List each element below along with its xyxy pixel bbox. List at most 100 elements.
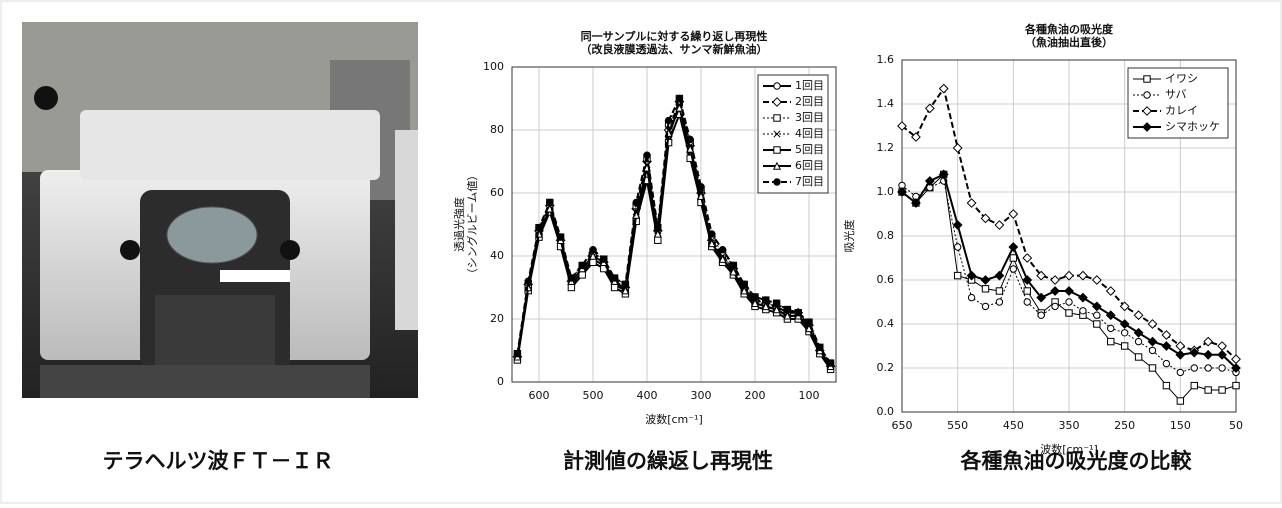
marker xyxy=(622,281,628,287)
marker xyxy=(730,262,736,268)
marker xyxy=(827,360,833,366)
y-tick-label: 0 xyxy=(497,375,504,388)
marker xyxy=(1149,365,1155,371)
marker xyxy=(1024,288,1030,294)
y-tick-label: 60 xyxy=(490,186,504,199)
marker xyxy=(698,184,704,190)
x-tick-label: 550 xyxy=(947,419,968,432)
marker xyxy=(954,272,960,278)
legend-marker xyxy=(1144,76,1150,82)
marker xyxy=(982,286,988,292)
legend-label: カレイ xyxy=(1165,104,1198,117)
marker xyxy=(601,256,607,262)
chart-title: 同一サンプルに対する繰り返し再現性 xyxy=(581,29,768,43)
marker xyxy=(1163,360,1169,366)
marker xyxy=(784,306,790,312)
marker xyxy=(655,224,661,230)
marker xyxy=(996,288,1002,294)
legend-label: イワシ xyxy=(1165,72,1198,85)
y-tick-label: 80 xyxy=(490,123,504,136)
marker xyxy=(1121,343,1127,349)
marker xyxy=(655,237,661,243)
marker xyxy=(1094,312,1100,318)
marker xyxy=(763,297,769,303)
marker xyxy=(611,284,617,290)
y-tick-label: 0.0 xyxy=(877,405,895,418)
caption: 計測値の繰返し再現性 xyxy=(563,449,773,473)
marker xyxy=(1108,325,1114,331)
y-tick-label: 1.2 xyxy=(877,141,895,154)
legend-label: シマホッケ xyxy=(1165,120,1220,133)
photo xyxy=(22,22,418,398)
marker xyxy=(633,199,639,205)
marker xyxy=(1094,321,1100,327)
y-tick-label: 20 xyxy=(490,312,504,325)
marker xyxy=(954,244,960,250)
marker xyxy=(676,95,682,101)
legend-label: 4回目 xyxy=(795,127,824,140)
marker xyxy=(795,310,801,316)
x-tick-label: 650 xyxy=(892,419,913,432)
marker xyxy=(568,284,574,290)
marker xyxy=(741,281,747,287)
legend-label: サバ xyxy=(1165,88,1187,101)
x-tick-label: 500 xyxy=(583,389,604,402)
y-tick-label: 0.8 xyxy=(877,229,895,242)
legend-label: 7回目 xyxy=(795,175,824,188)
legend-marker xyxy=(774,147,780,153)
legend-label: 5回目 xyxy=(795,143,824,156)
chart-subtitle: （魚油抽出直後） xyxy=(1025,35,1113,49)
marker xyxy=(1205,365,1211,371)
marker xyxy=(687,136,693,142)
marker xyxy=(1080,308,1086,314)
marker xyxy=(611,275,617,281)
x-tick-label: 150 xyxy=(1170,419,1191,432)
marker xyxy=(1135,338,1141,344)
marker xyxy=(806,319,812,325)
marker xyxy=(1108,338,1114,344)
y-tick-label: 1.6 xyxy=(877,53,895,66)
marker xyxy=(1010,255,1016,261)
y-axis-label: 吸光度 xyxy=(842,220,856,253)
y-tick-label: 0.6 xyxy=(877,273,895,286)
chart-subtitle: （改良液膜透過法、サンマ新鮮魚油） xyxy=(581,42,768,56)
y-tick-label: 40 xyxy=(490,249,504,262)
marker xyxy=(1191,382,1197,388)
legend-label: 6回目 xyxy=(795,159,824,172)
legend-marker xyxy=(1144,92,1150,98)
marker xyxy=(996,299,1002,305)
legend-label: 2回目 xyxy=(795,95,824,108)
marker xyxy=(514,350,520,356)
y-tick-label: 0.2 xyxy=(877,361,895,374)
marker xyxy=(1219,365,1225,371)
marker xyxy=(547,199,553,205)
marker xyxy=(1149,347,1155,353)
legend-marker xyxy=(774,179,780,185)
marker xyxy=(1177,369,1183,375)
marker xyxy=(1024,299,1030,305)
legend-label: 3回目 xyxy=(795,111,824,124)
y-axis-label: （シングルビーム値） xyxy=(465,170,479,280)
marker xyxy=(773,300,779,306)
marker xyxy=(1163,382,1169,388)
marker xyxy=(752,294,758,300)
marker xyxy=(1066,299,1072,305)
y-tick-label: 1.4 xyxy=(877,97,895,110)
x-tick-label: 100 xyxy=(799,389,820,402)
marker xyxy=(1219,387,1225,393)
legend-marker xyxy=(774,115,780,121)
marker xyxy=(644,152,650,158)
y-tick-label: 1.0 xyxy=(877,185,895,198)
x-axis-label: 波数[cm⁻¹] xyxy=(1040,443,1098,456)
legend-label: 1回目 xyxy=(795,79,824,92)
x-tick-label: 350 xyxy=(1059,419,1080,432)
marker xyxy=(665,117,671,123)
marker xyxy=(968,294,974,300)
x-tick-label: 450 xyxy=(1003,419,1024,432)
marker xyxy=(579,262,585,268)
marker xyxy=(568,275,574,281)
marker xyxy=(1038,312,1044,318)
x-tick-label: 50 xyxy=(1229,419,1243,432)
marker xyxy=(525,278,531,284)
y-axis-label: 透過光強度 xyxy=(452,197,466,252)
